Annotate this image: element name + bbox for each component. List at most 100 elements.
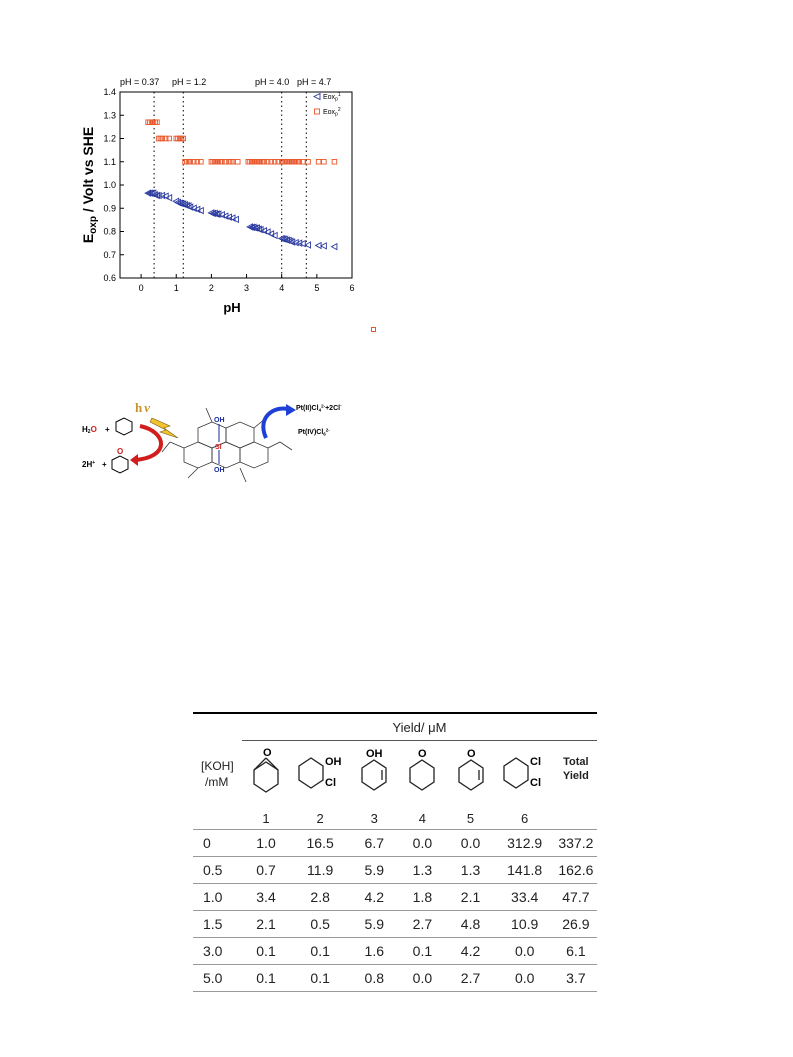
total-label-1: Total	[563, 756, 589, 768]
x-tick-label: 1	[174, 283, 179, 293]
yield-cell: 33.4	[494, 883, 555, 911]
data-point-eoxp1	[196, 206, 204, 215]
data-point-eoxp1	[232, 215, 239, 224]
yield-cell: 0.7	[241, 856, 291, 884]
total-cell: 162.6	[554, 856, 597, 884]
data-point-eoxp1	[304, 241, 312, 249]
pt4-sub: 6	[323, 432, 326, 437]
data-point-eoxp2	[268, 158, 274, 165]
oh-bottom: OH	[214, 467, 225, 474]
yield-cell: 0.1	[290, 937, 351, 965]
x-axis-label: pH	[223, 300, 240, 315]
yield-cell: 0.8	[350, 964, 399, 992]
protons-sup: +	[92, 460, 95, 466]
yield-cell: 0.0	[446, 829, 495, 857]
yield-cell: 10.9	[494, 910, 555, 938]
data-point-eoxp2	[162, 135, 169, 142]
dichlorocyclohexane-icon: Cl Cl	[503, 756, 541, 789]
blue-arrowhead-icon	[286, 404, 296, 416]
y-tick-label: 1.0	[103, 180, 116, 190]
yield-table: Yield/ μM [KOH] /mM O OH Cl	[193, 712, 597, 992]
data-point-eoxp2	[321, 158, 327, 165]
cyclohexanone-o: O	[418, 748, 427, 760]
cyclohexenone-icon: O	[457, 748, 484, 791]
yield-cell: 312.9	[494, 829, 555, 857]
epoxide-o: O	[263, 748, 272, 759]
dichloro-cl-1: Cl	[530, 756, 541, 768]
x-tick-label: 2	[209, 283, 214, 293]
legend-label-eoxp1: Eoxp1	[323, 92, 341, 103]
ketone-o: O	[117, 447, 123, 456]
yield-cell: 0.5	[290, 910, 351, 938]
vline-label-2: pH = 1.2	[172, 77, 206, 87]
table-structure-row: [KOH] /mM O OH Cl OH	[193, 741, 597, 808]
yield-cell: 0.0	[494, 937, 555, 965]
data-point-eoxp1	[161, 192, 169, 200]
yield-cell: 1.3	[398, 856, 447, 884]
chlorohydrin-icon: OH Cl	[298, 756, 342, 789]
svg-text:H2O: H2O	[82, 425, 97, 435]
data-point-eoxp2	[275, 158, 281, 165]
vertical-reference-lines	[153, 92, 307, 278]
koh-label-1: [KOH]	[201, 758, 234, 773]
koh-header: [KOH] /mM	[193, 741, 242, 830]
cyclohexene-icon	[115, 417, 133, 436]
data-point-eoxp1	[291, 238, 299, 247]
koh-cell: 3.0	[193, 937, 242, 965]
compound-number: 5	[466, 810, 475, 826]
compound-number: 1	[262, 810, 270, 826]
yield-cell: 2.1	[446, 883, 495, 911]
table-title-row: Yield/ μM	[193, 712, 597, 741]
compound-1-structure: O	[242, 741, 290, 808]
table-row: 0 1.0 16.5 6.7 0.0 0.0 312.9 337.2	[193, 829, 597, 857]
data-point-eoxp2	[235, 158, 241, 165]
red-cycle-arrow-icon	[133, 424, 163, 462]
y-axis-ticks: 0.6 0.7 0.8 0.9 1.0 1.1 1.2 1.3 1.4	[103, 87, 124, 283]
data-point-eoxp2	[229, 158, 236, 165]
pt4-text: Pt(IV)Cl	[298, 429, 323, 436]
data-point-eoxp2	[198, 158, 204, 165]
data-point-eoxp1	[298, 239, 306, 248]
yield-cell: 1.3	[446, 856, 495, 884]
pt2-label: Pt(II)Cl42-+2Cl-	[296, 403, 342, 413]
svg-text:Pt(II)Cl42-+2Cl-: Pt(II)Cl42-+2Cl-	[296, 403, 342, 413]
chlorohydrin-oh: OH	[325, 756, 342, 768]
compound-4-structure: O	[398, 741, 446, 808]
data-point-eoxp2	[194, 158, 201, 165]
legend-marker-eoxp2	[314, 108, 320, 115]
yield-cell: 2.1	[241, 910, 291, 938]
pt2-tail: +2Cl	[325, 405, 340, 412]
x-axis-ticks: 0 1 2 3 4 5 6	[139, 274, 355, 293]
cyclohexenone-o: O	[467, 748, 476, 760]
koh-cell: 0	[193, 829, 242, 857]
cyclohexenol-oh: OH	[366, 748, 383, 760]
cyclohexanone-icon	[111, 455, 129, 474]
data-point-eoxp1	[330, 242, 338, 251]
compound-number-row: 1 2 3 4 5 6	[193, 807, 597, 830]
legend-label-eoxp2: Eoxp2	[323, 107, 341, 118]
yield-cell: 3.4	[241, 883, 291, 911]
data-point-eoxp2	[159, 135, 165, 142]
svg-text:hν: hν	[135, 400, 150, 415]
x-tick-label: 6	[349, 283, 354, 293]
yield-cell: 0.1	[241, 937, 291, 965]
chlorohydrin-cl: Cl	[325, 777, 336, 789]
total-cell: 3.7	[554, 964, 597, 992]
pt2-sub: 4	[319, 408, 322, 413]
data-point-eoxp1	[319, 242, 327, 250]
compound-3-structure: OH	[350, 741, 398, 808]
protons-label: 2H+ +	[82, 460, 107, 469]
legend-eoxp2-sup: 2	[338, 107, 341, 113]
legend-marker-eoxp1	[312, 92, 321, 101]
cyclohexenol-icon: OH	[361, 748, 387, 791]
plus-1: +	[105, 425, 110, 434]
data-point-eoxp2	[271, 158, 278, 165]
data-point-eoxp2	[157, 135, 164, 142]
data-point-eoxp2	[227, 158, 234, 165]
h-text: h	[135, 400, 143, 415]
water-o: O	[91, 425, 97, 434]
pt2-text: Pt(II)Cl	[296, 405, 319, 412]
table-row: 1.0 3.4 2.8 4.2 1.8 2.1 33.4 47.7	[193, 883, 597, 911]
water-h: H	[82, 425, 88, 434]
compound-number: 6	[521, 810, 529, 826]
